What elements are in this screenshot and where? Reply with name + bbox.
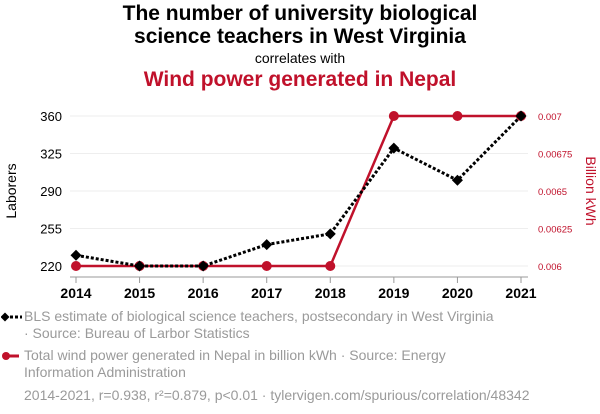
right-tick-label: 0.00625: [538, 225, 572, 236]
x-tick-label: 2014: [60, 285, 91, 300]
data-point-teachers: [451, 174, 463, 186]
left-axis-label: Laborers: [3, 163, 19, 218]
x-tick-label: 2021: [505, 285, 536, 300]
left-tick-label: 290: [40, 184, 62, 199]
data-point-teachers: [134, 260, 146, 272]
x-tick-label: 2020: [442, 285, 473, 300]
data-point-wind-power: [71, 261, 81, 271]
footer-stats: 2014-2021, r=0.938, r²=0.879, p<0.01 · t…: [24, 387, 530, 403]
data-point-wind-power: [388, 111, 399, 121]
right-tick-label: 0.006: [538, 262, 562, 273]
right-tick-label: 0.00675: [538, 150, 572, 161]
legend-text-teachers-line-2: · Source: Bureau of Larbor Statistics: [24, 325, 250, 341]
right-tick-label: 0.007: [538, 112, 562, 123]
legend-text-wind: Total wind power generated in Nepal in b…: [24, 347, 564, 381]
x-ticks: 2014 2015 2016 2017 2018 2019 2020 2021: [60, 277, 537, 300]
data-point-teachers: [324, 228, 336, 240]
x-tick-label: 2015: [124, 285, 155, 300]
left-tick-label: 220: [40, 259, 62, 274]
right-ticks: 0.007 0.00675 0.0065 0.00625 0.006: [538, 112, 572, 273]
legend-marker-circle-solid-icon: [2, 352, 19, 360]
data-point-teachers: [515, 110, 527, 122]
data-point-wind-power: [452, 111, 463, 121]
chart-title: The number of university biological scie…: [0, 2, 600, 48]
left-tick-label: 325: [40, 147, 62, 162]
chart-subtitle: correlates with: [254, 50, 346, 66]
right-axis-label: Billion kWh: [583, 156, 599, 225]
left-ticks: 360 325 290 255 220: [40, 109, 62, 274]
legend-text-teachers: BLS estimate of biological science teach…: [24, 308, 564, 342]
chart-title-line-1: The number of university biological: [122, 2, 478, 25]
data-point-teachers: [197, 260, 209, 272]
x-tick-label: 2017: [251, 285, 282, 300]
data-point-wind-power: [261, 261, 272, 271]
chart-title-secondary: Wind power generated in Nepal: [143, 68, 457, 91]
chart-svg: 2014 2015 2016 2017 2018 2019 2020 2021 360 325 2…: [3, 109, 599, 300]
x-tick-label: 2016: [188, 285, 219, 300]
series-line-teachers: [75, 114, 523, 268]
data-point-teachers: [261, 239, 273, 251]
chart-title-line-2: science teachers in West Virginia: [134, 25, 466, 48]
gridlines: [70, 115, 528, 267]
data-point-wind-power: [325, 261, 336, 271]
left-tick-label: 255: [40, 222, 62, 237]
legend-text-teachers-line-1: BLS estimate of biological science teach…: [24, 308, 494, 324]
series-teachers: [70, 110, 527, 272]
data-point-teachers: [388, 142, 400, 154]
left-tick-label: 360: [40, 109, 62, 124]
x-tick-label: 2018: [315, 285, 346, 300]
x-tick-label: 2019: [378, 285, 409, 300]
data-point-teachers: [70, 249, 82, 261]
legend-marker-diamond-dotted-icon: [1, 312, 22, 322]
legend-text-wind-line-2: Information Administration: [24, 364, 186, 380]
right-tick-label: 0.0065: [538, 187, 567, 198]
legend-text-wind-line-1: Total wind power generated in Nepal in b…: [24, 347, 446, 363]
